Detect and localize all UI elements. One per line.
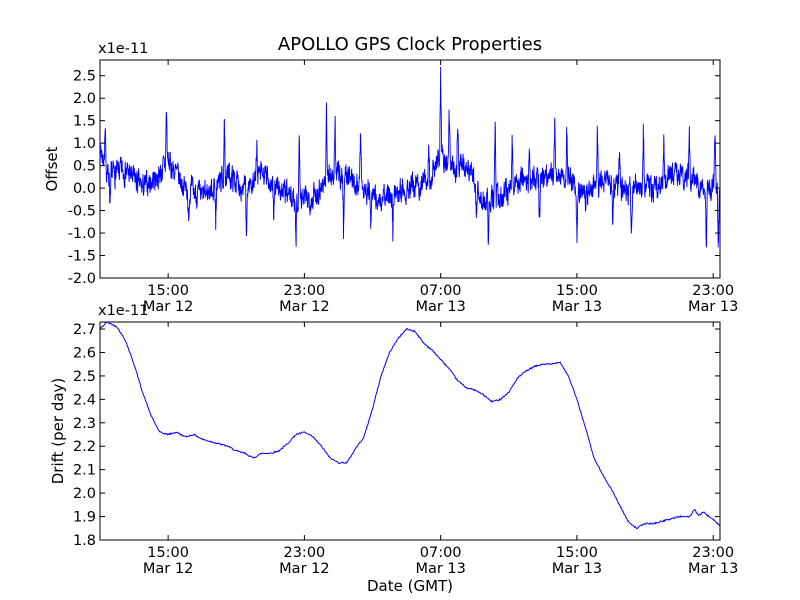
xtick-time-label: 15:00 (147, 283, 189, 299)
xtick-date-label: Mar 13 (415, 299, 465, 315)
drift-series-group (100, 322, 720, 530)
offset-series-group (100, 66, 720, 248)
drift-series-line (100, 322, 720, 530)
offset-series-line (100, 66, 720, 248)
ytick-label: 1.0 (73, 136, 96, 152)
xtick-time-label: 23:00 (283, 283, 325, 299)
offset-axes-frame (99, 59, 721, 279)
ytick-label: 0.0 (73, 181, 96, 197)
ytick-label: -1.0 (68, 226, 96, 242)
drift-axes-frame (99, 321, 721, 541)
xtick-time-label: 15:00 (556, 545, 598, 561)
xtick-date-label: Mar 13 (688, 561, 738, 577)
xtick-time-label: 23:00 (692, 283, 734, 299)
ytick-label: 0.5 (73, 159, 96, 175)
xtick-time-label: 15:00 (556, 283, 598, 299)
ytick-label: -0.5 (68, 204, 96, 220)
xtick-date-label: Mar 12 (143, 561, 193, 577)
ytick-label: 2.0 (73, 91, 96, 107)
ytick-label: 2.1 (73, 463, 96, 479)
offset-ylabel: Offset (43, 146, 61, 191)
xtick-time-label: 07:00 (420, 283, 462, 299)
xtick-date-label: Mar 13 (688, 299, 738, 315)
ytick-label: -2.0 (68, 271, 96, 287)
ytick-label: -1.5 (68, 249, 96, 265)
ytick-label: 2.4 (73, 392, 96, 408)
xtick-time-label: 07:00 (420, 545, 462, 561)
xtick-date-label: Mar 13 (552, 561, 602, 577)
xtick-time-label: 15:00 (147, 545, 189, 561)
ytick-label: 1.5 (73, 114, 96, 130)
drift-scale-label: x1e-11 (98, 303, 148, 319)
ytick-label: 2.0 (73, 486, 96, 502)
ytick-label: 2.6 (73, 345, 96, 361)
ytick-label: 2.2 (73, 439, 96, 455)
offset-yticks: -2.0 -1.5 -1.0 -0.5 0.0 0.5 1.0 1.5 2.0 2.5 (68, 69, 720, 287)
xtick-time-label: 23:00 (692, 545, 734, 561)
ytick-label: 2.5 (73, 369, 96, 385)
drift-axes: 1.81.92.02.12.22.32.42.52.62.7 15:00Mar … (49, 303, 738, 595)
xtick-time-label: 23:00 (283, 545, 325, 561)
xtick-date-label: Mar 12 (279, 299, 329, 315)
ytick-label: 2.5 (73, 69, 96, 85)
ytick-label: 1.8 (73, 533, 96, 549)
xtick-date-label: Mar 13 (552, 299, 602, 315)
ytick-label: 2.3 (73, 416, 96, 432)
xtick-date-label: Mar 12 (279, 561, 329, 577)
xtick-date-label: Mar 13 (415, 561, 465, 577)
ytick-label: 1.9 (73, 510, 96, 526)
chart-title: APOLLO GPS Clock Properties (278, 34, 542, 55)
drift-ylabel: Drift (per day) (49, 378, 67, 485)
xtick-date-label: Mar 12 (143, 299, 193, 315)
offset-scale-label: x1e-11 (98, 41, 148, 57)
drift-xlabel: Date (GMT) (367, 577, 453, 595)
ytick-label: 2.7 (73, 322, 96, 338)
offset-axes: -2.0 -1.5 -1.0 -0.5 0.0 0.5 1.0 1.5 2.0 2.5 15:00… (43, 41, 738, 315)
drift-yticks: 1.8 1.9 2.0 2.1 2.2 2.3 2.4 2.5 2.6 2.7 (73, 322, 720, 549)
